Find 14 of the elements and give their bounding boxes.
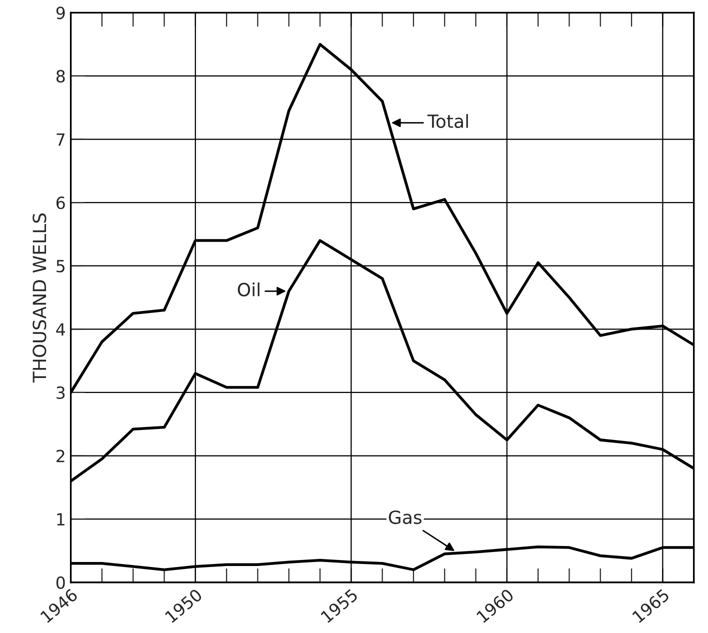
y-tick-label: 4 [56,323,66,336]
y-tick-label: 1 [57,513,64,526]
y-tick-label: 2 [56,450,64,462]
y-axis-title: THOUSAND WELLS [32,213,46,383]
annotation: Gas [388,510,422,524]
y-tick-label: 6 [56,196,65,210]
annotation: Total [427,114,468,128]
y-tick-label: 0 [56,576,65,589]
y-tick-label: 3 [56,386,65,400]
y-tick-label: 7 [56,133,65,146]
annotation: Oil [238,282,260,296]
y-tick-label: 8 [56,70,65,83]
y-tick-label: 9 [56,6,65,20]
y-tick-label: 5 [56,260,64,272]
